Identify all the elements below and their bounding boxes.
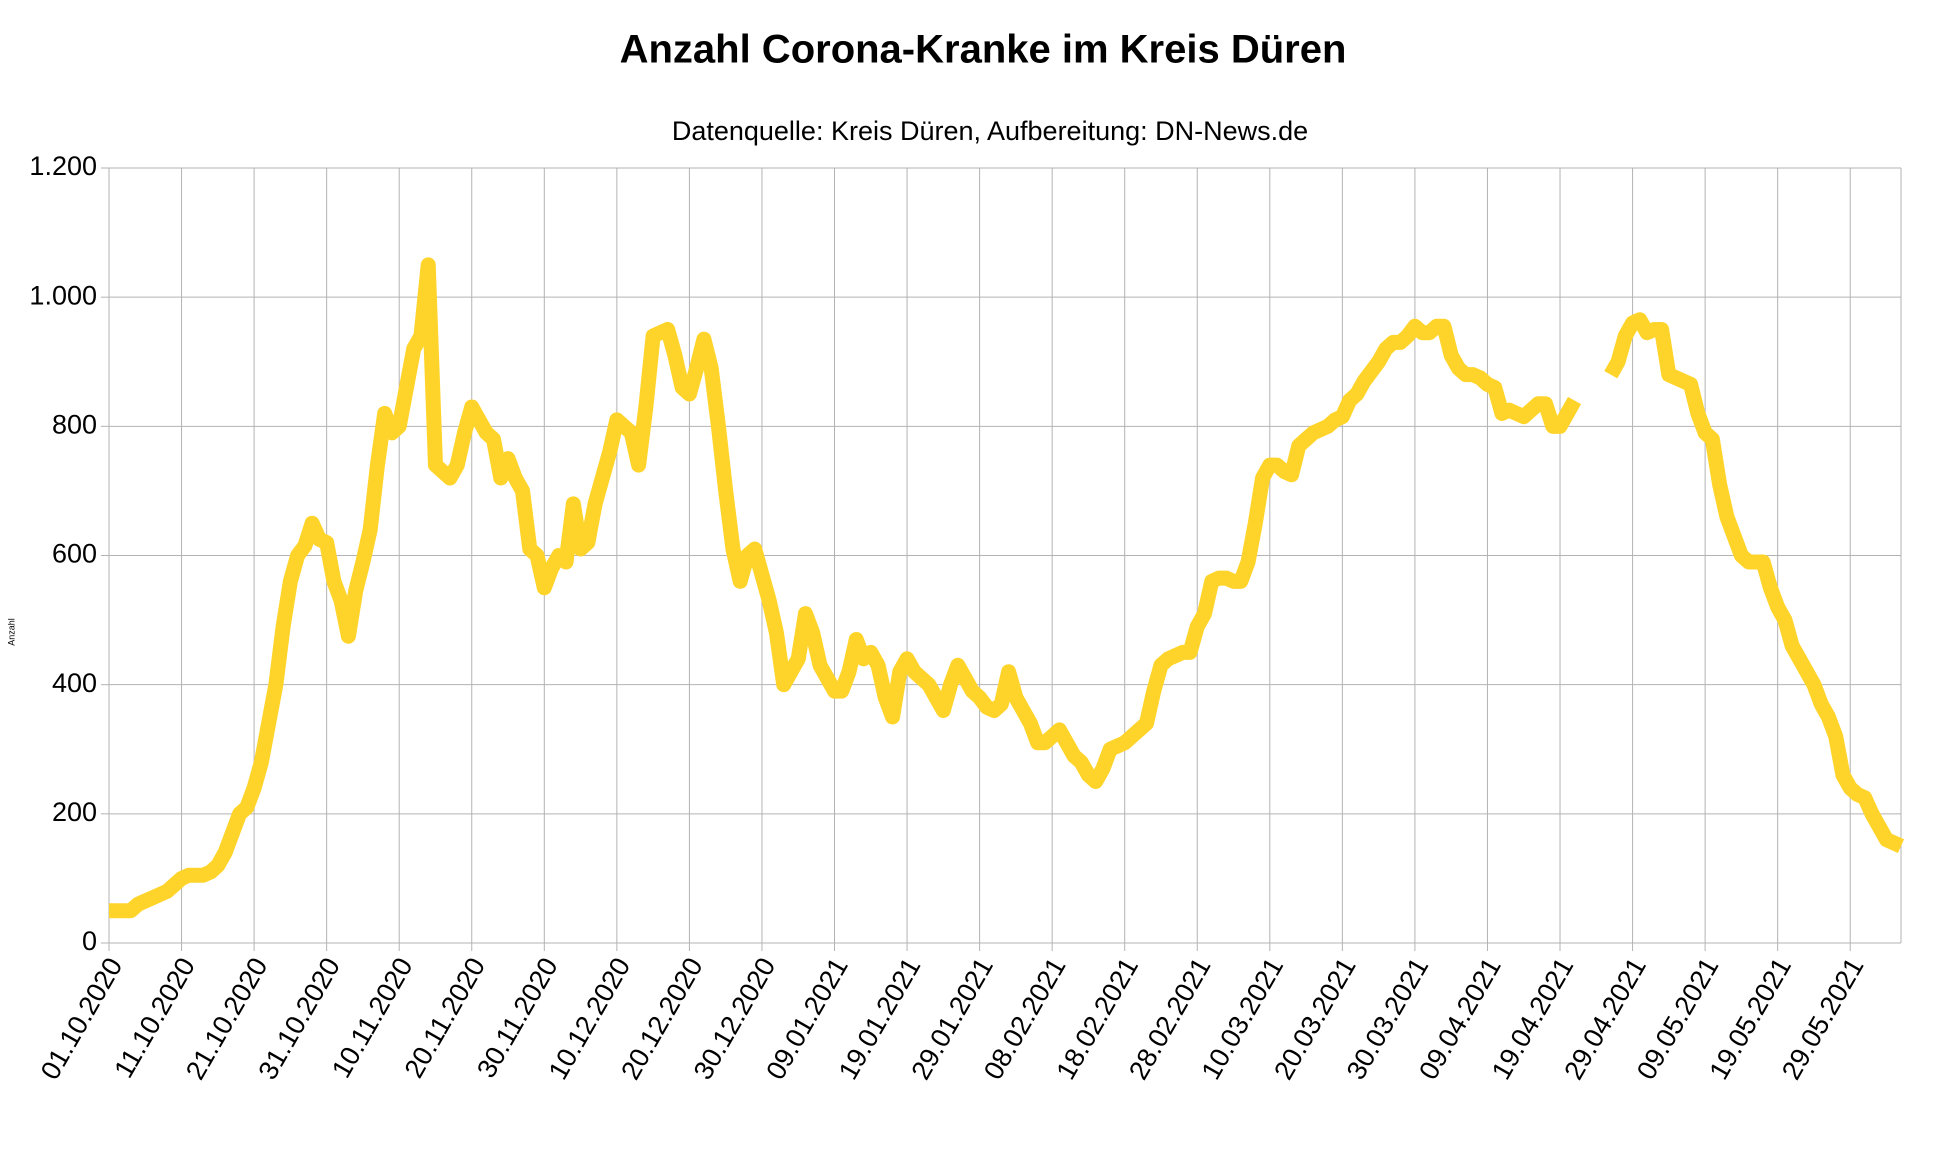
y-tick-label: 0 [82, 926, 97, 956]
y-tick-label: 600 [52, 539, 97, 569]
y-tick-label: 200 [52, 797, 97, 827]
y-tick-label: 800 [52, 409, 97, 439]
data-line [108, 257, 1582, 919]
y-tick-label: 1.200 [29, 151, 97, 181]
y-axis-label: Anzahl [6, 618, 16, 646]
chart-title: Anzahl Corona-Kranke im Kreis Düren [620, 28, 1347, 72]
y-tick-label: 1.000 [29, 280, 97, 310]
chart-subtitle: Datenquelle: Kreis Düren, Aufbereitung: … [672, 116, 1308, 146]
data-line [1604, 312, 1905, 853]
y-tick-label: 400 [52, 668, 97, 698]
